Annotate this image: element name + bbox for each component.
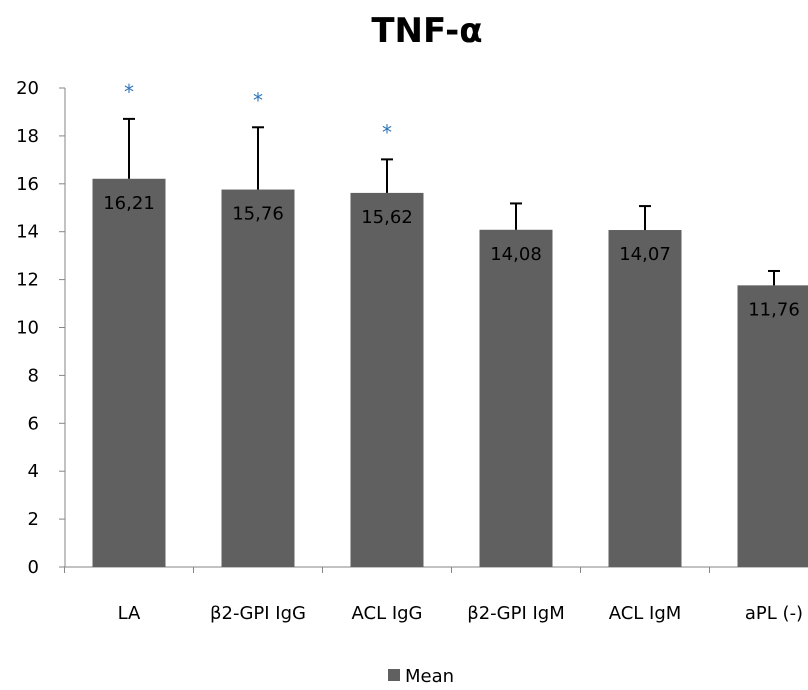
significance-marker: * [382,120,392,144]
y-tick-label: 2 [28,509,39,530]
x-tick-label: β2-GPI IgM [467,603,565,624]
data-label: 14,07 [619,244,671,265]
x-tick-label: ACL IgM [609,603,682,624]
y-tick-label: 16 [16,174,39,195]
data-label: 16,21 [103,193,155,214]
y-tick-label: 10 [16,318,39,339]
x-tick-label: LA [118,603,141,624]
legend-label: Mean [405,666,454,687]
significance-marker: * [253,88,263,112]
y-tick-label: 14 [16,222,39,243]
y-tick-label: 12 [16,270,39,291]
bars: 16,21 * LA 15,76 * β2-GPI IgG 15,62 * ACL IgG 14,… [92,80,808,624]
data-label: 11,76 [748,299,800,320]
data-label: 15,76 [232,204,284,225]
y-tick-label: 6 [28,413,39,434]
y-tick-label: 20 [16,78,39,99]
x-tick-label: β2-GPI IgG [210,603,306,624]
legend-swatch [388,669,400,681]
chart-title: TNF-α [371,11,482,51]
significance-marker: * [124,80,134,104]
data-label: 14,08 [490,244,542,265]
y-tick-label: 4 [28,461,39,482]
bar [737,285,808,567]
y-tick-label: 18 [16,126,39,147]
legend: Mean [388,666,454,687]
bar [221,189,295,567]
y-tick-label: 0 [28,557,39,578]
bar [350,192,424,567]
bar [608,230,682,567]
y-tick-label: 8 [28,365,39,386]
data-label: 15,62 [361,207,413,228]
bar [92,178,166,567]
axes: 0 2 4 6 8 10 12 14 16 18 20 [16,78,808,578]
x-tick-label: ACL IgG [352,603,423,624]
x-tick-label: aPL (-) [745,603,803,624]
bar [479,229,553,567]
